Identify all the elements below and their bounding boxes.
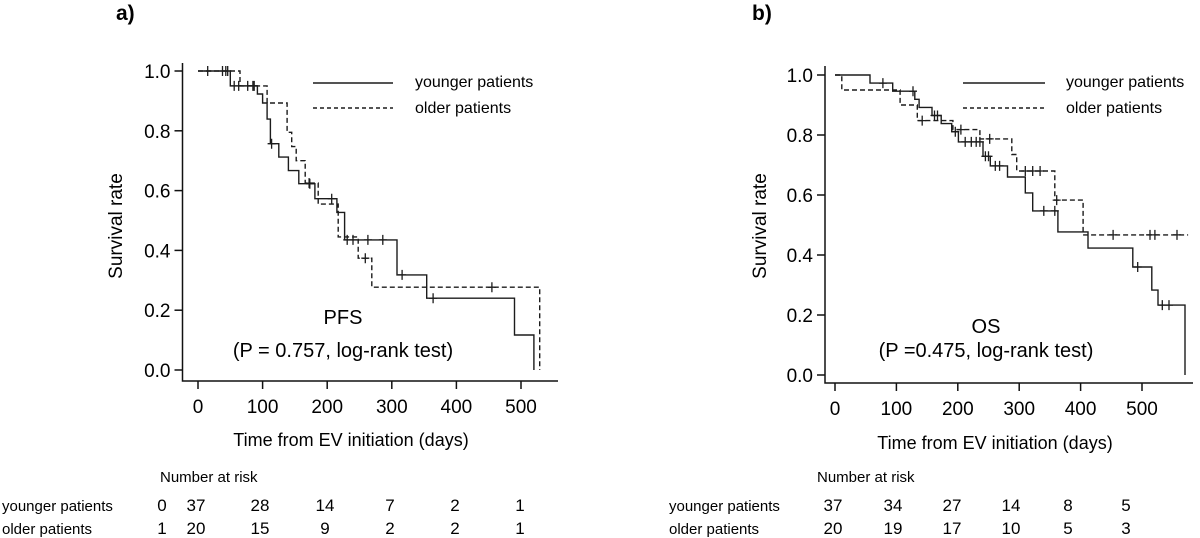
panel-b-risk-value: 37 <box>823 496 843 515</box>
panel-a-letter: a) <box>116 2 135 25</box>
panel-b-risk-value: 5 <box>1121 496 1131 515</box>
panel-a-risk-value: 28 <box>250 496 270 515</box>
panel-b-risk-row-label-older: older patients <box>669 521 760 538</box>
panel-b-risk-value: 14 <box>1001 496 1021 515</box>
panel-b-risk-value: 27 <box>942 496 962 515</box>
panel-b-y-axis-title: Survival rate <box>750 173 771 279</box>
panel-b-legend-lines <box>963 82 1045 109</box>
svg-text:0.2: 0.2 <box>144 301 170 322</box>
svg-text:0.4: 0.4 <box>144 241 171 262</box>
svg-text:300: 300 <box>376 397 408 418</box>
panel-b-censor-marks-younger-patients <box>878 78 1173 311</box>
panel-a-risk-value: 37 <box>186 496 206 515</box>
svg-text:0.6: 0.6 <box>787 186 813 207</box>
panel-a-risk-value: 2 <box>385 519 395 538</box>
svg-text:0.8: 0.8 <box>787 126 813 147</box>
panel-b-risk-value: 17 <box>942 519 962 538</box>
panel-b-pvalue-annotation: (P =0.475, log-rank test) <box>878 340 1094 362</box>
panel-b-legend-label-younger: younger patients <box>1066 74 1185 91</box>
panel-b-risk-value: 3 <box>1121 519 1131 538</box>
panel-a-risk-value: 2 <box>450 519 460 538</box>
panel-a-censor-marks-older-patients <box>248 80 496 293</box>
panel-a-risk-value: 14 <box>315 496 335 515</box>
panel-b-endpoint-title: OS <box>971 316 1001 338</box>
panel-b-curve-older-patients <box>835 74 1189 236</box>
panel-b-risk-value: 19 <box>883 519 903 538</box>
panel-a-legend-label-younger: younger patients <box>415 74 534 91</box>
panel-a-pvalue-annotation: (P = 0.757, log-rank test) <box>232 340 454 362</box>
panel-a-x-axis-title: Time from EV initiation (days) <box>233 430 469 450</box>
panel-a-chart: 0.0 0.2 0.4 0.6 0.8 1.0 0 100 200 300 400 500 <box>144 62 558 418</box>
panel-b-risk-value: 20 <box>823 519 843 538</box>
svg-text:0.8: 0.8 <box>144 122 170 143</box>
svg-text:500: 500 <box>1126 399 1158 420</box>
panel-a-risk-row-label-older: older patients <box>2 521 93 538</box>
panel-a-risk-value: 0 <box>157 496 167 515</box>
panel-a-axes <box>181 63 558 382</box>
svg-text:300: 300 <box>1003 399 1035 420</box>
svg-text:100: 100 <box>881 399 913 420</box>
panel-a-risk-table-header: Number at risk <box>160 469 258 486</box>
panel-b-y-ticks: 0.0 0.2 0.4 0.6 0.8 1.0 <box>787 66 825 387</box>
svg-text:1.0: 1.0 <box>787 66 813 87</box>
panel-a-risk-value: 15 <box>250 519 270 538</box>
panel-a-risk-value: 9 <box>320 519 330 538</box>
panel-a-risk-value: 7 <box>385 496 395 515</box>
panel-b-risk-value: 8 <box>1063 496 1073 515</box>
svg-text:1.0: 1.0 <box>144 62 170 83</box>
panel-a-y-ticks: 0.0 0.2 0.4 0.6 0.8 1.0 <box>144 62 183 382</box>
panel-b-axes <box>824 66 1193 384</box>
panel-a-curve-older-patients <box>198 70 541 370</box>
panel-b-chart: 0.0 0.2 0.4 0.6 0.8 1.0 0 100 200 300 400 500 <box>787 66 1193 420</box>
panel-a-censor-marks-younger-patients <box>203 66 438 304</box>
panel-a-risk-row-label-younger: younger patients <box>2 498 113 515</box>
panel-a-risk-value: 20 <box>186 519 206 538</box>
panel-a-x-ticks: 0 100 200 300 400 500 <box>193 381 537 418</box>
panel-b-risk-value: 5 <box>1063 519 1073 538</box>
panel-a-legend-lines <box>313 82 393 109</box>
panel-b-risk-value: 34 <box>883 496 903 515</box>
svg-text:0.4: 0.4 <box>787 246 814 267</box>
panel-b-risk-value: 10 <box>1001 519 1021 538</box>
panel-b-letter: b) <box>752 2 772 25</box>
svg-text:0: 0 <box>193 397 204 418</box>
svg-text:200: 200 <box>311 397 343 418</box>
svg-text:0.6: 0.6 <box>144 182 170 203</box>
svg-text:500: 500 <box>505 397 537 418</box>
panel-a-risk-value: 1 <box>157 519 167 538</box>
panel-a-legend-label-older: older patients <box>415 100 512 117</box>
svg-text:0: 0 <box>830 399 841 420</box>
svg-text:100: 100 <box>247 397 279 418</box>
svg-text:0.0: 0.0 <box>787 366 813 387</box>
panel-b-censor-marks-older-patients <box>918 115 1181 240</box>
svg-text:400: 400 <box>441 397 473 418</box>
panel-a-risk-value: 2 <box>450 496 460 515</box>
panel-a-risk-value: 1 <box>515 519 525 538</box>
panel-a-curve-younger-patients <box>198 70 535 370</box>
panel-a-endpoint-title: PFS <box>323 307 363 329</box>
panel-a-y-axis-title: Survival rate <box>106 173 127 279</box>
panel-b-legend-label-older: older patients <box>1066 100 1163 117</box>
svg-text:400: 400 <box>1065 399 1097 420</box>
panel-b-x-axis-title: Time from EV initiation (days) <box>877 433 1113 453</box>
svg-text:0.0: 0.0 <box>144 361 170 382</box>
panel-a-risk-value: 1 <box>515 496 525 515</box>
panel-b-risk-row-label-younger: younger patients <box>669 498 780 515</box>
panel-b-risk-table-header: Number at risk <box>817 469 915 486</box>
panel-b-x-ticks: 0 100 200 300 400 500 <box>830 383 1158 420</box>
svg-text:200: 200 <box>942 399 974 420</box>
svg-text:0.2: 0.2 <box>787 306 813 327</box>
